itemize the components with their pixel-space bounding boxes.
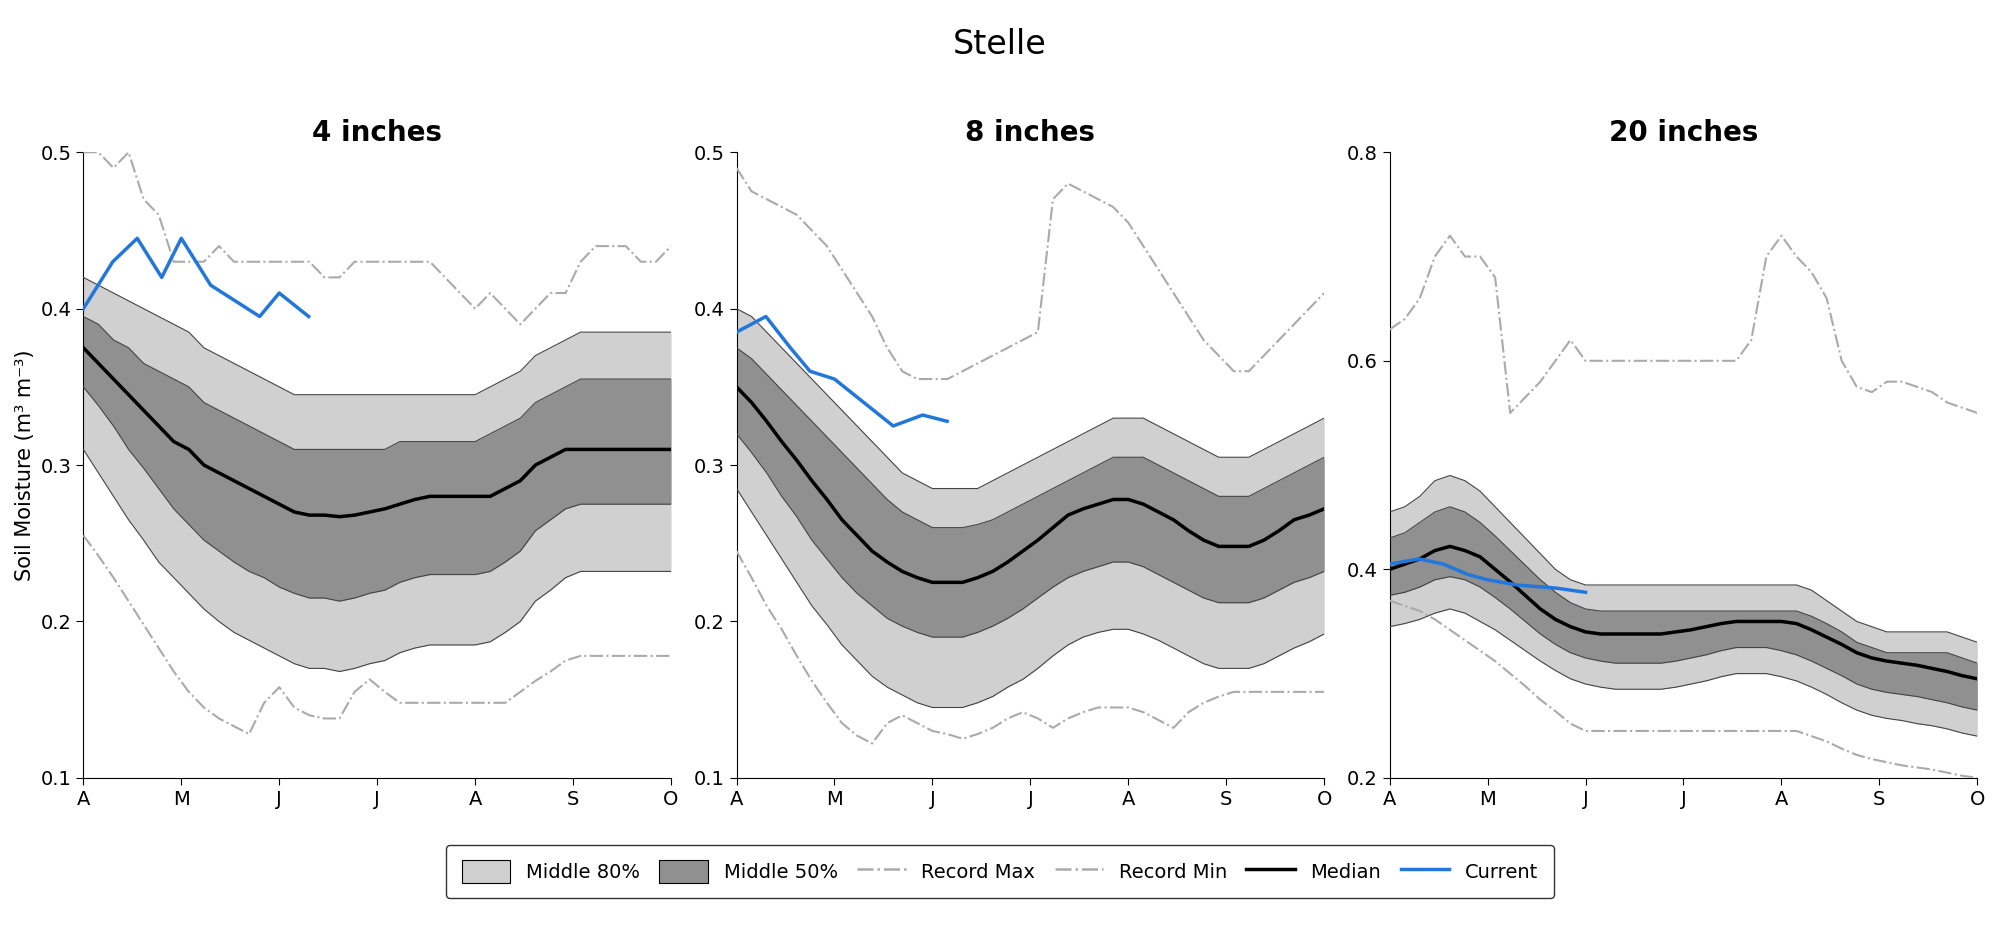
Title: 4 inches: 4 inches bbox=[312, 119, 442, 147]
Title: 20 inches: 20 inches bbox=[1608, 119, 1758, 147]
Title: 8 inches: 8 inches bbox=[966, 119, 1096, 147]
Legend: Middle 80%, Middle 50%, Record Max, Record Min, Median, Current: Middle 80%, Middle 50%, Record Max, Reco… bbox=[446, 844, 1554, 899]
Y-axis label: Soil Moisture (m³ m⁻³): Soil Moisture (m³ m⁻³) bbox=[14, 349, 34, 581]
Text: Stelle: Stelle bbox=[954, 28, 1046, 61]
